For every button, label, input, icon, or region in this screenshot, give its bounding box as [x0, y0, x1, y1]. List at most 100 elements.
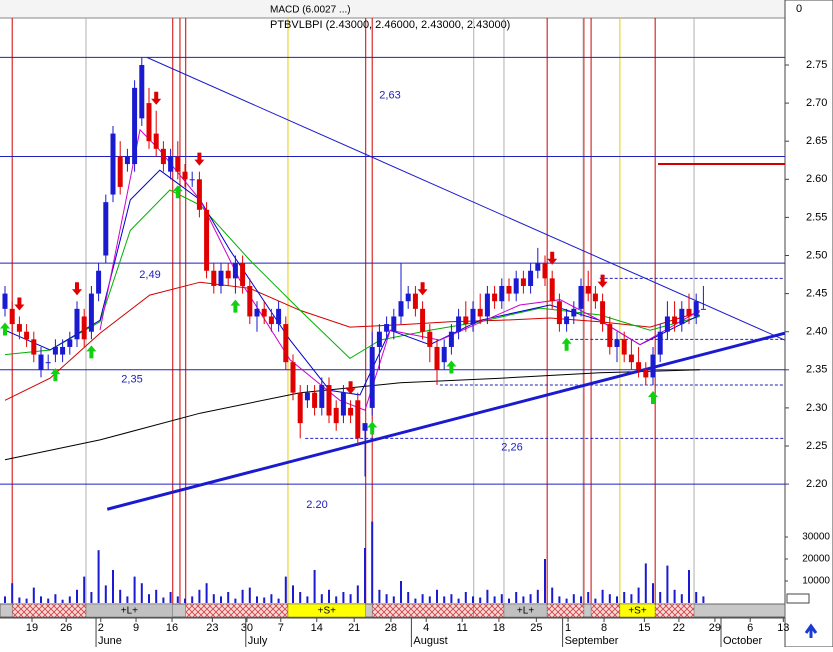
sell-arrow [72, 282, 82, 296]
candle-body [117, 156, 123, 187]
candle-body [556, 301, 562, 325]
candle-body [189, 179, 195, 181]
y-tick-label: 2.40 [806, 326, 827, 338]
x-tick-label: 16 [166, 622, 178, 634]
volume-bar [695, 592, 698, 603]
x-tick-label: 9 [133, 622, 139, 634]
candle-body [664, 316, 670, 332]
x-tick-label: 6 [747, 622, 753, 634]
candle-body [132, 87, 138, 165]
candle-body [434, 346, 440, 370]
x-tick-label: 7 [278, 622, 284, 634]
volume-bar [659, 592, 662, 603]
candle-body [628, 354, 634, 363]
candle-body [463, 316, 469, 325]
candle-body [679, 308, 685, 325]
candle-body [700, 308, 706, 310]
level-label: 2,35 [121, 374, 142, 386]
volume-bar [637, 587, 640, 603]
volume-bar [162, 597, 165, 603]
volume-bar [76, 589, 78, 603]
signal-band [11, 603, 87, 618]
candle-body [420, 308, 426, 332]
candle-body [657, 331, 663, 355]
candle-body [693, 301, 699, 317]
sell-arrow [151, 91, 162, 105]
scale-button[interactable] [786, 593, 810, 604]
signal-band [546, 603, 585, 618]
candle-body [276, 308, 282, 325]
buy-arrow [446, 360, 457, 374]
candle-body [585, 285, 591, 294]
x-tick-label: 26 [60, 622, 72, 634]
volume-bar [284, 576, 287, 603]
volume-bar [313, 570, 316, 603]
candle-body [549, 278, 555, 302]
volume-bar [90, 592, 93, 603]
candle-body [297, 392, 303, 424]
x-tick-label: 8 [601, 622, 607, 634]
volume-bar [479, 597, 482, 603]
candle-body [614, 339, 620, 347]
candle-body [9, 308, 15, 325]
indicator-header: MACD (6.0027 ...) [270, 5, 351, 16]
candle-body [355, 400, 361, 439]
candle-body [290, 362, 296, 393]
volume-bar [292, 585, 294, 603]
volume-bar [18, 597, 21, 603]
candle-body [592, 293, 598, 302]
candle-body [312, 392, 318, 408]
volume-bar [198, 589, 201, 603]
month-label: September [565, 635, 619, 647]
month-label: October [723, 635, 762, 647]
signal-band [473, 603, 505, 618]
level-label: 2,26 [501, 441, 522, 453]
signal-band [590, 603, 621, 618]
trendline [106, 331, 786, 511]
candle-body [326, 385, 332, 416]
volume-bar [702, 596, 705, 603]
volume-bar [356, 585, 359, 603]
candle-body [16, 324, 22, 332]
candle-body [441, 346, 447, 363]
band-label: +S+ [318, 606, 337, 617]
volume-bar [673, 589, 676, 603]
candle-body [31, 339, 37, 355]
y-tick-label: 2.35 [806, 364, 827, 376]
band-label: +S+ [628, 606, 647, 617]
volume-bar [169, 592, 172, 603]
candle-body [182, 171, 188, 180]
volume-bar [608, 594, 611, 603]
candle-body [153, 133, 159, 149]
volume-bar [565, 598, 568, 603]
volume-bar [184, 598, 186, 603]
volume-bar [328, 589, 330, 603]
signal-band [85, 603, 174, 618]
buy-arrow [86, 345, 97, 359]
band-label: +L+ [121, 606, 138, 617]
volume-bar [522, 596, 525, 603]
volume-bar [320, 594, 323, 603]
buy-arrow [367, 421, 378, 435]
x-tick-label: 2 [98, 622, 104, 634]
candle-body [211, 270, 217, 286]
buy-arrow [50, 368, 61, 382]
volume-bar [457, 598, 460, 603]
candle-body [578, 285, 584, 309]
volume-bar [68, 596, 71, 603]
candle-body [45, 362, 51, 364]
candle-body [528, 270, 534, 286]
candle-body [2, 293, 8, 309]
volume-bar [486, 589, 489, 603]
candle-body [405, 293, 411, 302]
candle-body [103, 202, 109, 256]
volume-bar [342, 592, 345, 603]
volume-bar [529, 594, 532, 603]
candle-body [67, 339, 73, 347]
volume-bar [371, 521, 374, 603]
scroll-arrow[interactable] [804, 623, 818, 638]
candle-body [168, 156, 174, 172]
candle-body [124, 156, 130, 165]
y-tick-label: 2.60 [806, 173, 827, 185]
